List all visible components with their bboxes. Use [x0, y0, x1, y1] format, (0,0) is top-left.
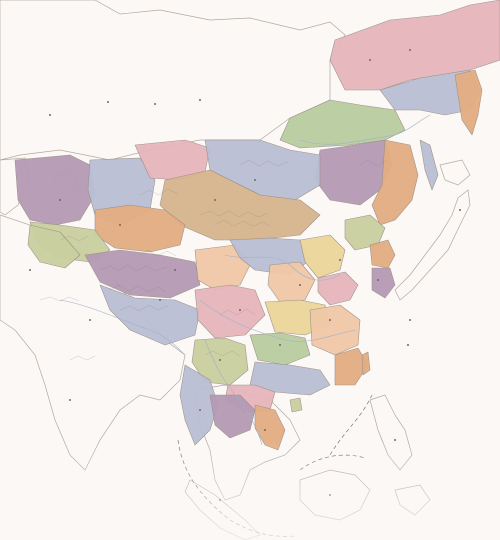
region-kazakh-west — [14, 154, 96, 226]
region-yunnan — [191, 337, 249, 386]
bottom-fade — [0, 440, 500, 540]
region-manchuria-east — [371, 139, 419, 226]
region-tibet-south — [99, 284, 201, 346]
region-sichuan — [194, 284, 266, 339]
region-shandong — [317, 271, 359, 306]
region-korea-north — [369, 239, 396, 269]
region-shanxi — [267, 261, 316, 303]
region-kamchatka — [454, 69, 483, 136]
region-punjab — [27, 224, 81, 269]
region-jiangnan — [309, 304, 361, 356]
relief-hatching — [39, 159, 387, 361]
river-mekong — [204, 339, 263, 446]
river-yangtze — [199, 299, 356, 342]
lake-caspian — [0, 157, 29, 216]
region-burma — [179, 364, 219, 446]
river-ganges — [59, 299, 186, 356]
region-korea-south — [371, 267, 396, 299]
land-outer-asia — [0, 0, 346, 161]
land-japan — [394, 189, 471, 301]
river-amur — [299, 114, 431, 145]
region-hebei — [299, 234, 346, 279]
region-taiwan — [361, 351, 371, 376]
region-hainan — [289, 397, 303, 413]
land-hokkaido — [439, 159, 471, 186]
region-tibet-west — [84, 249, 201, 299]
river-yellow — [224, 254, 341, 281]
region-fujian — [334, 347, 369, 386]
region-sakhalin — [419, 139, 439, 191]
